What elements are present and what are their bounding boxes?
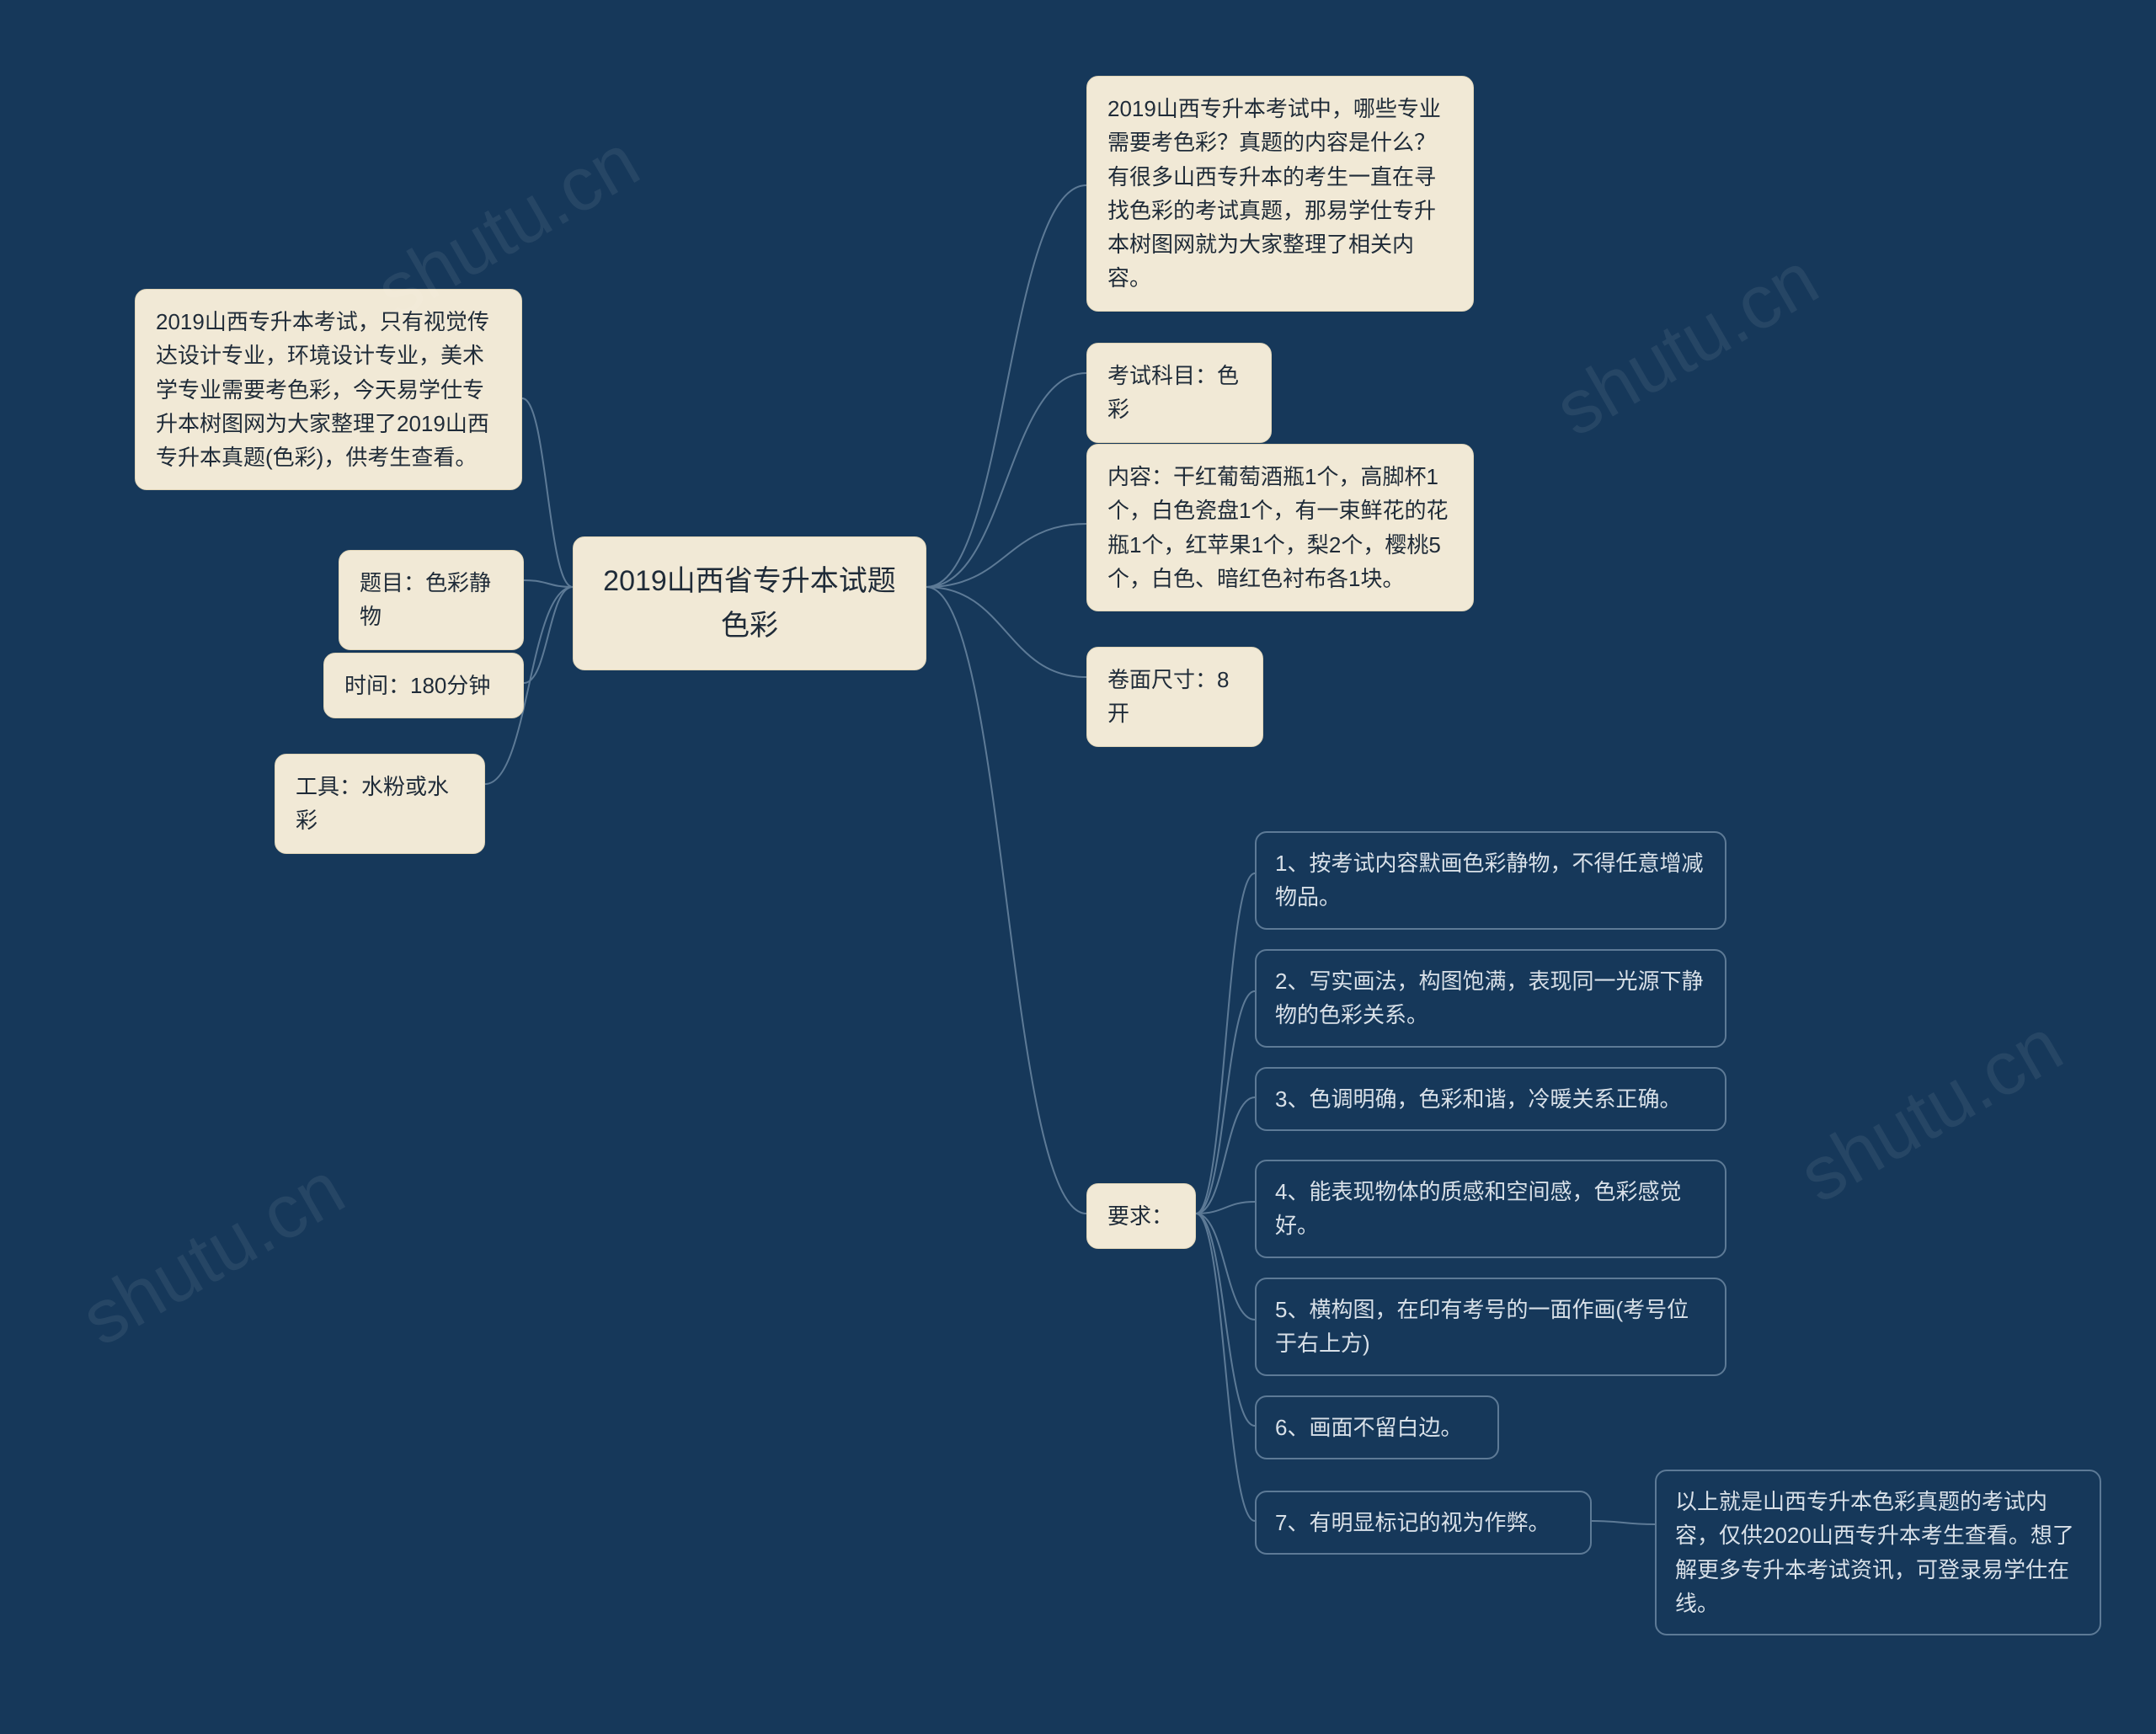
r-subject: 考试科目：色彩: [1086, 343, 1272, 443]
rq6: 6、画面不留白边。: [1255, 1395, 1499, 1459]
r-size: 卷面尺寸：8开: [1086, 647, 1263, 747]
l-tool: 工具：水粉或水彩: [275, 754, 485, 854]
rq2: 2、写实画法，构图饱满，表现同一光源下静物的色彩关系。: [1255, 949, 1726, 1048]
edge: [1196, 1214, 1255, 1426]
edge: [926, 524, 1086, 587]
edge: [926, 587, 1086, 677]
l-intro: 2019山西专升本考试，只有视觉传达设计专业，环境设计专业，美术学专业需要考色彩…: [135, 289, 522, 490]
edge: [524, 587, 573, 683]
l-time: 时间：180分钟: [323, 653, 524, 718]
rq4: 4、能表现物体的质感和空间感，色彩感觉好。: [1255, 1160, 1726, 1258]
rq5: 5、横构图，在印有考号的一面作画(考号位于右上方): [1255, 1278, 1726, 1376]
l-title: 题目：色彩静物: [339, 550, 524, 650]
edge: [926, 587, 1086, 1214]
edge: [1196, 1214, 1255, 1320]
root-node: 2019山西省专升本试题色彩: [573, 536, 926, 670]
edge: [1196, 873, 1255, 1214]
r-req: 要求：: [1086, 1183, 1196, 1249]
edge: [1592, 1521, 1655, 1524]
r-content: 内容：干红葡萄酒瓶1个，高脚杯1个，白色瓷盘1个，有一束鲜花的花瓶1个，红苹果1…: [1086, 444, 1474, 611]
rq7: 7、有明显标记的视为作弊。: [1255, 1491, 1592, 1555]
edge: [1196, 1214, 1255, 1521]
edge: [522, 398, 573, 587]
fn: 以上就是山西专升本色彩真题的考试内容，仅供2020山西专升本考生查看。想了解更多…: [1655, 1470, 2101, 1635]
rq3: 3、色调明确，色彩和谐，冷暖关系正确。: [1255, 1067, 1726, 1131]
edge: [1196, 1097, 1255, 1214]
rq1: 1、按考试内容默画色彩静物，不得任意增减物品。: [1255, 831, 1726, 930]
r-intro: 2019山西专升本考试中，哪些专业需要考色彩？真题的内容是什么？有很多山西专升本…: [1086, 76, 1474, 312]
